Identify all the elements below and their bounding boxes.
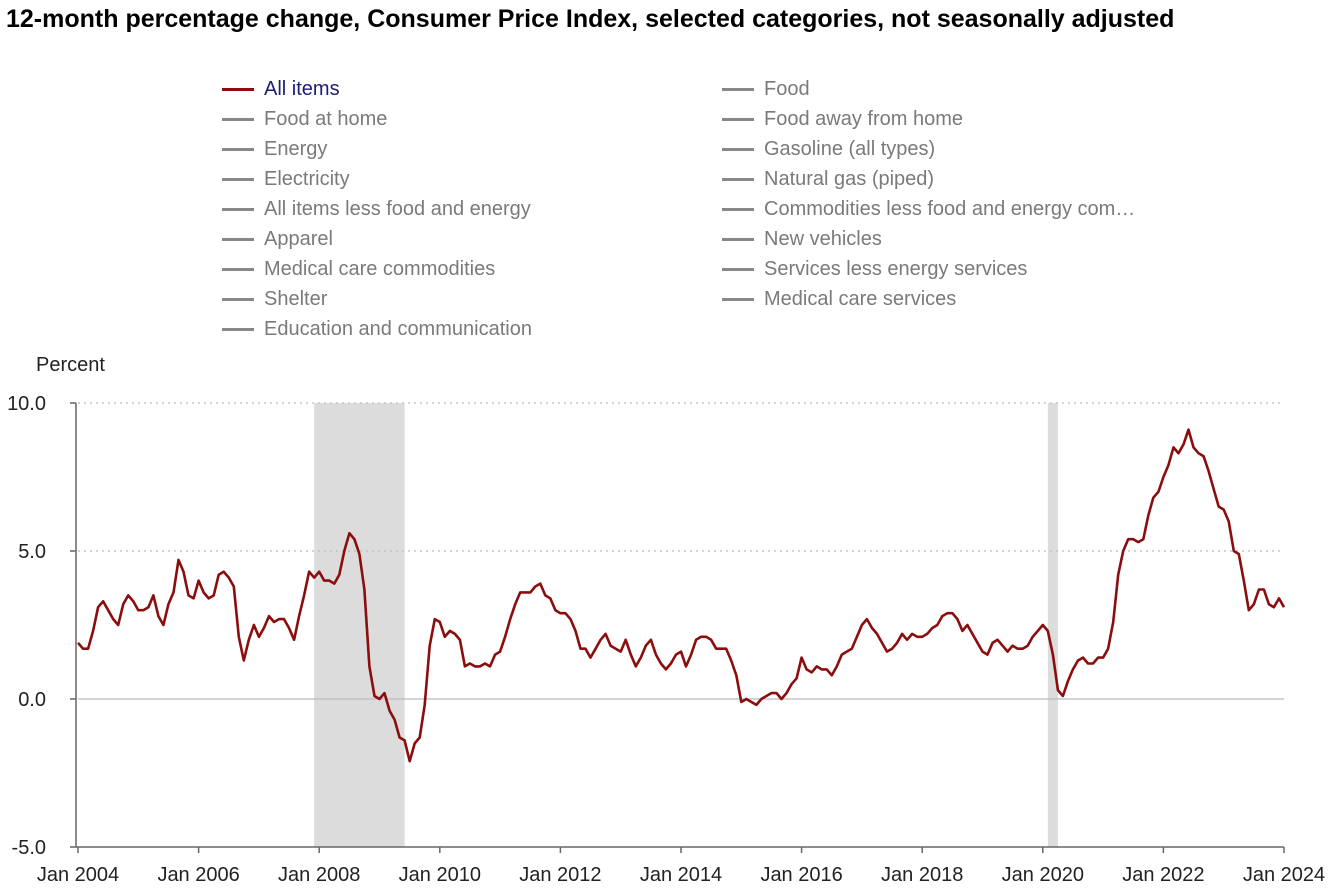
legend-item-services-less-energy-services[interactable]: Services less energy services — [722, 256, 1027, 282]
legend-swatch — [222, 327, 254, 331]
legend-item-education-and-communication[interactable]: Education and communication — [222, 316, 532, 342]
legend-label: Food away from home — [764, 107, 963, 130]
x-tick-label: Jan 2024 — [1243, 864, 1325, 886]
legend-label: Services less energy services — [764, 257, 1028, 280]
legend-label: Food at home — [264, 107, 388, 130]
legend-label: New vehicles — [764, 227, 882, 250]
recession-band-2 — [1047, 403, 1058, 847]
x-tick-label: Jan 2014 — [640, 864, 722, 886]
legend-item-all-items[interactable]: All items — [222, 76, 340, 102]
legend-swatch — [722, 207, 754, 211]
y-tick-label: 0.0 — [18, 689, 46, 711]
legend-label: Electricity — [264, 167, 350, 190]
x-tick-label: Jan 2020 — [1002, 864, 1084, 886]
legend-item-new-vehicles[interactable]: New vehicles — [722, 226, 882, 252]
x-tick-label: Jan 2010 — [399, 864, 481, 886]
legend-swatch — [722, 177, 754, 181]
series-line-all-items — [77, 428, 1286, 763]
x-tick-label: Jan 2006 — [157, 864, 239, 886]
axes — [75, 403, 1284, 848]
legend-item-all-items-less-food-and-energy[interactable]: All items less food and energy — [222, 196, 531, 222]
x-tick-label: Jan 2016 — [760, 864, 842, 886]
recession-band-1 — [314, 403, 405, 847]
legend-label: Food — [764, 77, 810, 100]
legend-swatch — [722, 237, 754, 241]
legend-item-electricity[interactable]: Electricity — [222, 166, 350, 192]
legend-label: Commodities less food and energy com… — [764, 197, 1136, 220]
legend-label: Medical care commodities — [264, 257, 496, 280]
y-tick-label: -5.0 — [12, 837, 46, 859]
chart-legend: All items Food at home Energy Electricity Al… — [222, 76, 1322, 346]
legend-swatch — [222, 267, 254, 271]
legend-item-energy[interactable]: Energy — [222, 136, 327, 162]
legend-item-medical-care-services[interactable]: Medical care services — [722, 286, 956, 312]
x-tick-label: Jan 2018 — [881, 864, 963, 886]
recession-shading — [314, 403, 1058, 847]
y-tick-label: 5.0 — [18, 541, 46, 563]
legend-swatch — [222, 87, 254, 91]
legend-label: Apparel — [264, 227, 333, 250]
legend-swatch — [222, 297, 254, 301]
gridlines — [78, 402, 1284, 700]
legend-swatch — [222, 207, 254, 211]
legend-swatch — [222, 117, 254, 121]
legend-swatch — [722, 87, 754, 91]
x-ticks: Jan 2004 Jan 2006 Jan 2008 Jan 2010 Jan 2012… — [37, 847, 1325, 886]
y-tick-label: 10.0 — [7, 393, 46, 415]
legend-label: Education and communication — [264, 317, 532, 340]
legend-item-food-at-home[interactable]: Food at home — [222, 106, 387, 132]
legend-item-apparel[interactable]: Apparel — [222, 226, 333, 252]
legend-swatch — [222, 147, 254, 151]
legend-item-commodities-less-food-and-energy-com[interactable]: Commodities less food and energy com… — [722, 196, 1135, 222]
line-chart: 10.05.00.0-5.0 Jan 2004 Jan 2006 Jan 2008 J… — [7, 393, 1325, 886]
legend-label: Shelter — [264, 287, 328, 310]
legend-item-natural-gas-piped[interactable]: Natural gas (piped) — [722, 166, 934, 192]
chart-title: 12-month percentage change, Consumer Pri… — [6, 5, 1175, 33]
legend-swatch — [722, 267, 754, 271]
y-ticks: 10.0 5.0 0.0 -5.0 — [7, 393, 76, 859]
legend-label: All items — [264, 77, 340, 100]
legend-swatch — [722, 147, 754, 151]
x-tick-label: Jan 2008 — [278, 864, 360, 886]
legend-item-food-away-from-home[interactable]: Food away from home — [722, 106, 963, 132]
legend-swatch — [222, 237, 254, 241]
legend-swatch — [722, 297, 754, 301]
legend-label: Natural gas (piped) — [764, 167, 935, 190]
x-tick-label: Jan 2022 — [1122, 864, 1204, 886]
legend-label: All items less food and energy — [264, 197, 531, 220]
legend-label: Energy — [264, 137, 328, 160]
legend-item-gasoline-all-types[interactable]: Gasoline (all types) — [722, 136, 935, 162]
series-layer — [77, 428, 1286, 763]
y-axis-label: Percent — [36, 354, 105, 376]
legend-swatch — [722, 117, 754, 121]
legend-label: Medical care services — [764, 287, 957, 310]
legend-swatch — [222, 177, 254, 181]
x-tick-label: Jan 2004 — [37, 864, 119, 886]
legend-item-shelter[interactable]: Shelter — [222, 286, 327, 312]
legend-label: Gasoline (all types) — [764, 137, 936, 160]
legend-item-medical-care-commodities[interactable]: Medical care commodities — [222, 256, 495, 282]
x-tick-label: Jan 2012 — [519, 864, 601, 886]
legend-item-food[interactable]: Food — [722, 76, 810, 102]
